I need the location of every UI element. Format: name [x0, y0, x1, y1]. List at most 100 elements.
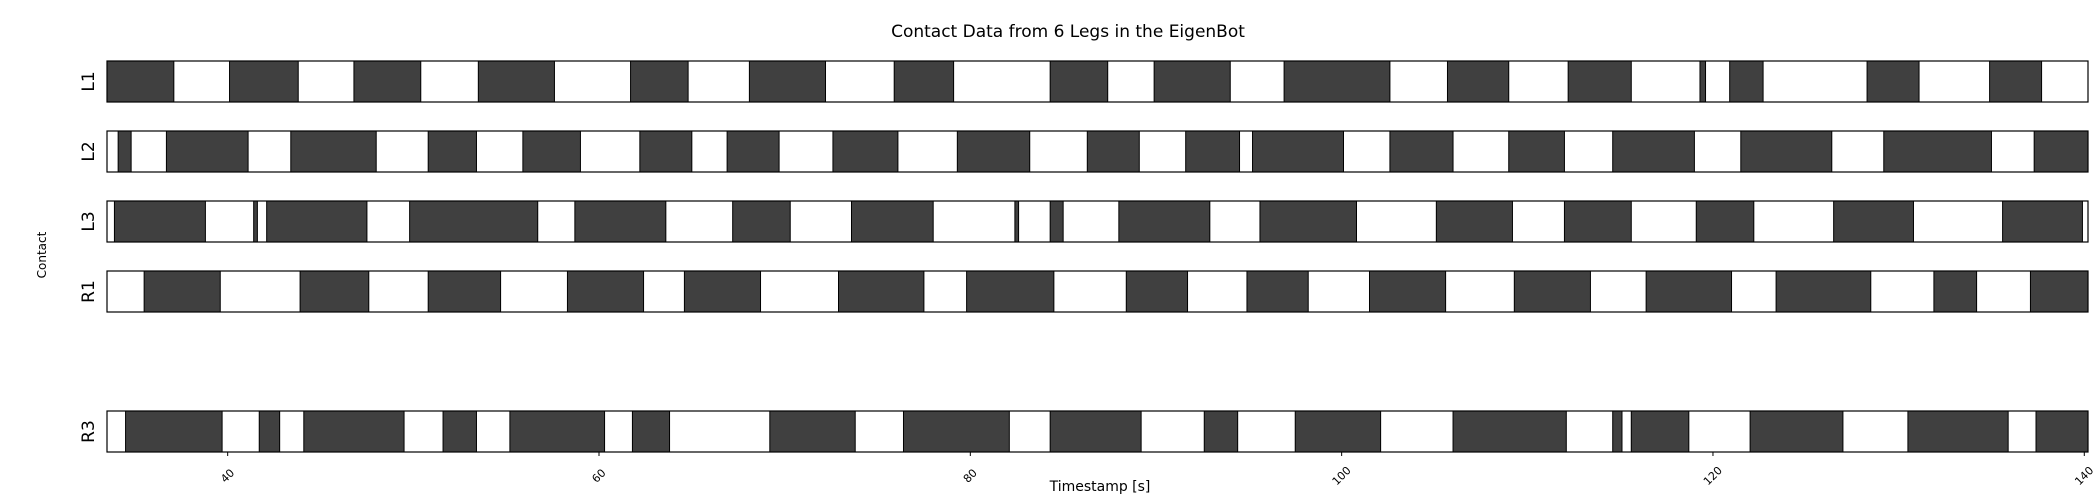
- contact-interval: [427, 270, 502, 313]
- contact-interval: [106, 60, 175, 103]
- contact-interval: [2029, 270, 2089, 313]
- contact-interval: [1989, 60, 2043, 103]
- contact-interval: [1125, 270, 1189, 313]
- contact-interval: [522, 130, 581, 173]
- contact-interval: [1729, 60, 1764, 103]
- leg-label-l1: L1: [79, 71, 99, 91]
- x-tick-label: 40: [218, 466, 237, 485]
- contact-interval: [902, 410, 1010, 453]
- contact-interval: [1933, 270, 1978, 313]
- contact-interval: [838, 270, 925, 313]
- leg-track: [107, 201, 2088, 242]
- contact-bars: [106, 60, 2089, 453]
- leg-track-frame: [106, 130, 2089, 173]
- contact-interval: [726, 130, 780, 173]
- contact-interval: [566, 270, 645, 313]
- contact-interval: [143, 270, 221, 313]
- contact-interval: [832, 130, 899, 173]
- contact-interval: [1866, 60, 1920, 103]
- contact-interval: [258, 410, 281, 453]
- leg-row-l2: [106, 130, 2089, 173]
- contact-interval: [1389, 130, 1454, 173]
- x-tick-label: 60: [589, 466, 608, 485]
- contact-interval: [639, 130, 693, 173]
- contact-interval: [165, 130, 249, 173]
- leg-row-r3: [106, 410, 2089, 453]
- contact-interval: [1435, 200, 1513, 243]
- x-tick-label: 100: [1330, 464, 1354, 488]
- contact-interval: [1612, 410, 1623, 453]
- contact-interval: [1283, 60, 1391, 103]
- contact-interval: [299, 270, 370, 313]
- contact-interval: [290, 130, 377, 173]
- contact-interval: [1508, 130, 1565, 173]
- contact-interval: [850, 200, 934, 243]
- contact-interval: [353, 60, 422, 103]
- x-axis: 40 60 80 100 120 140: [218, 452, 2096, 488]
- contact-interval: [1452, 410, 1567, 453]
- contact-interval: [113, 200, 206, 243]
- contact-interval: [1645, 270, 1733, 313]
- contact-interval: [1612, 130, 1695, 173]
- contact-interval: [229, 60, 299, 103]
- contact-interval: [1118, 200, 1211, 243]
- contact-interval: [956, 130, 1031, 173]
- contact-interval: [1563, 200, 1632, 243]
- contact-interval: [1749, 410, 1844, 453]
- contact-interval: [1294, 410, 1382, 453]
- leg-row-l1: [106, 60, 2089, 103]
- contact-interval: [1630, 410, 1690, 453]
- contact-interval: [117, 130, 132, 173]
- x-tick-label: 80: [961, 466, 980, 485]
- contact-interval: [630, 60, 689, 103]
- leg-track-frame: [106, 410, 2089, 453]
- leg-track-frame: [106, 200, 2089, 243]
- leg-row-r1: [106, 270, 2089, 313]
- x-axis-label: Timestamp [s]: [1049, 479, 1151, 495]
- contact-interval: [477, 60, 555, 103]
- leg-track-frame: [106, 270, 2089, 313]
- y-axis-label: Contact: [35, 231, 49, 278]
- contact-interval: [1049, 410, 1142, 453]
- contact-interval: [266, 200, 368, 243]
- contact-interval: [769, 410, 856, 453]
- leg-label-r3: R3: [79, 420, 99, 443]
- contact-interval: [1446, 60, 1510, 103]
- contact-interval: [1833, 200, 1914, 243]
- contact-interval: [683, 270, 762, 313]
- contact-interval: [1203, 410, 1239, 453]
- contact-interval: [631, 410, 671, 453]
- contact-interval: [1699, 60, 1707, 103]
- leg-label-r1: R1: [79, 280, 99, 303]
- leg-labels: L1 L2 L3 R1 R3: [79, 71, 99, 442]
- contact-interval: [1513, 270, 1591, 313]
- contact-interval: [2033, 130, 2089, 173]
- contact-interval: [1740, 130, 1833, 173]
- contact-interval: [1695, 200, 1755, 243]
- contact-interval: [1883, 130, 1992, 173]
- contact-interval: [1049, 200, 1064, 243]
- contact-interval: [748, 60, 827, 103]
- contact-interval: [303, 410, 405, 453]
- contact-interval: [1014, 200, 1020, 243]
- contact-interval: [409, 200, 539, 243]
- contact-interval: [1775, 270, 1872, 313]
- contact-interval: [1153, 60, 1231, 103]
- contact-interval: [1567, 60, 1632, 103]
- leg-row-l3: [106, 200, 2089, 243]
- contact-interval: [732, 200, 791, 243]
- contact-interval: [253, 200, 258, 243]
- leg-track-frame: [106, 60, 2089, 103]
- contact-interval: [1049, 60, 1109, 103]
- x-tick-label: 140: [2072, 464, 2096, 488]
- leg-label-l3: L3: [79, 211, 99, 231]
- contact-interval: [1907, 410, 2009, 453]
- contact-interval: [2002, 200, 2083, 243]
- contact-interval: [442, 410, 477, 453]
- contact-interval: [125, 410, 223, 453]
- contact-interval: [1246, 270, 1309, 313]
- contact-interval: [1259, 200, 1357, 243]
- contact-interval: [1185, 130, 1241, 173]
- contact-interval: [1368, 270, 1447, 313]
- contact-interval: [2035, 410, 2089, 453]
